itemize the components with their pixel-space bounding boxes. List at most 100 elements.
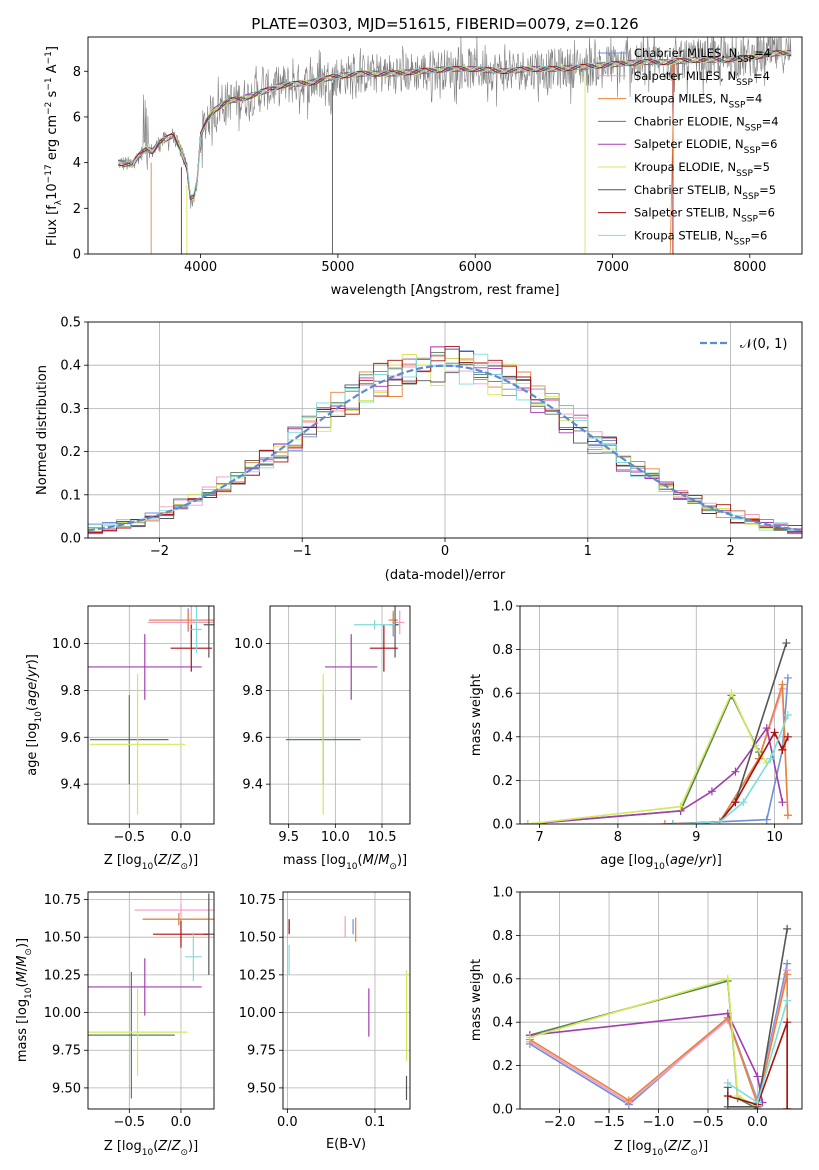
x-axis-label: age [log10(age/yr)] xyxy=(600,853,722,872)
axes-age-vs-mass: 9.5 10.0 10.5 9.4 9.6 9.8 10.0 mass [log10(M/M⊙… xyxy=(234,605,411,872)
legend-entry-SalpeterMILES: Salpeter MILES, NSSP=4 xyxy=(634,69,770,88)
weight-point-KroupaMILES xyxy=(660,820,669,824)
plot-area-residuals xyxy=(88,322,802,538)
y-tick-label: 10.00 xyxy=(44,1006,81,1021)
y-tick-label: 2 xyxy=(73,202,81,217)
axes-frame xyxy=(519,891,803,1110)
weight-point-ChabrierSTELIB xyxy=(782,639,791,648)
x-tick-label: 10 xyxy=(766,830,783,845)
y-tick-label: 0.4 xyxy=(492,1016,513,1031)
plot-area-spectrum xyxy=(117,37,792,254)
y-axis-label: Flux [fλ10−17 erg cm−2 s−1 A−1] xyxy=(44,46,64,246)
y-tick-label: 0.6 xyxy=(492,972,513,987)
weight-point-SalpeterSTELIB xyxy=(723,1091,732,1100)
x-tick-label: 6000 xyxy=(459,260,492,275)
weight-point-KroupaSTELIB xyxy=(668,820,677,824)
legend-entry-KroupaMILES: Kroupa MILES, NSSP=4 xyxy=(634,92,762,111)
weight-line-ChabrierSTELIB xyxy=(672,642,788,824)
weight-point-KroupaMILES xyxy=(783,811,792,820)
x-tick-label: −0.5 xyxy=(692,1115,724,1130)
y-tick-label: 4 xyxy=(73,156,81,171)
y-tick-label: 10.50 xyxy=(44,931,81,946)
x-axis-label: Z [log10(Z/Z⊙)] xyxy=(104,853,198,872)
masked-line xyxy=(669,64,675,254)
x-tick-label: 5000 xyxy=(321,260,354,275)
y-tick-label: 9.6 xyxy=(242,731,263,746)
x-axis-label: Z [log10(Z/Z⊙)] xyxy=(614,1139,708,1158)
y-axis-label: Normed distribution xyxy=(35,365,50,495)
y-tick-label: 10.25 xyxy=(239,968,276,983)
legend-entry-ChabrierMILES: Chabrier MILES, NSSP=4 xyxy=(634,46,771,65)
weight-point-KroupaELODIE xyxy=(523,820,532,824)
y-tick-label: 0.2 xyxy=(492,774,513,789)
weight-point-KroupaSTELIB xyxy=(783,711,792,719)
y-axis-label: mass [log10(M/M⊙)] xyxy=(15,938,34,1062)
model-spectrum-KroupaSTELIB xyxy=(118,51,792,196)
y-tick-label: 9.6 xyxy=(60,731,81,746)
axes-spectrum: 4000 5000 6000 7000 8000 0 2 4 6 8 Chabrier MILES,… xyxy=(44,36,803,298)
axes-frame xyxy=(87,605,215,825)
x-tick-label: 2 xyxy=(726,544,734,559)
y-tick-label: 9.75 xyxy=(247,1044,276,1059)
x-axis-label: E(B-V) xyxy=(326,1137,366,1152)
weight-point-SalpeterSTELIB xyxy=(770,728,779,737)
axes-frame xyxy=(519,605,803,825)
weight-point-ChabrierMILES xyxy=(762,815,771,824)
observed-spectrum xyxy=(118,37,792,209)
plot-area-age-vs-mass xyxy=(270,606,410,824)
axes-frame xyxy=(282,891,411,1110)
x-axis-label: mass [log10(M/M⊙)] xyxy=(283,853,407,872)
x-tick-label: 10.0 xyxy=(321,830,350,845)
y-tick-label: 1.0 xyxy=(492,886,513,901)
weight-point-KroupaELODIE xyxy=(723,974,732,983)
axes-frame xyxy=(87,36,803,255)
axes-mass-vs-EBV: 0.0 0.1 9.50 9.75 10.00 10.25 10.50 10.75 E(B-V) xyxy=(239,891,411,1152)
weight-point-ChabrierSTELIB xyxy=(723,1102,732,1109)
y-tick-label: 0.8 xyxy=(492,643,513,658)
weight-point-SalpeterELODIE xyxy=(707,787,716,796)
y-tick-label: 0.1 xyxy=(60,488,81,503)
legend-entry-ChabrierELODIE: Chabrier ELODIE, NSSP=4 xyxy=(634,114,779,133)
axes-weight-vs-age: 7 8 9 10 0.0 0.2 0.4 0.6 0.8 1.0 age [log10(age/yr… xyxy=(469,600,803,872)
plot-area-mass-vs-EBV xyxy=(283,892,410,1109)
weight-point-SalpeterSTELIB xyxy=(783,1018,792,1027)
y-tick-label: 0 xyxy=(73,248,81,263)
axes-frame xyxy=(87,891,215,1110)
x-axis-label: Z [log10(Z/Z⊙)] xyxy=(104,1139,198,1158)
histogram-SalpeterSTELIB xyxy=(88,346,802,534)
x-tick-label: 0 xyxy=(441,544,449,559)
weight-point-KroupaMILES xyxy=(778,680,787,689)
x-tick-label: −2.0 xyxy=(544,1115,576,1130)
plot-area-mass-vs-Z xyxy=(88,892,214,1109)
model-spectrum-KroupaELODIE xyxy=(117,49,792,201)
y-tick-label: 9.4 xyxy=(60,778,81,793)
weight-point-KroupaSTELIB xyxy=(783,996,792,1005)
x-tick-label: −1.5 xyxy=(593,1115,625,1130)
axes-frame xyxy=(87,321,803,539)
weight-line-SalpeterSTELIB xyxy=(727,1021,788,1109)
y-tick-label: 0.0 xyxy=(60,532,81,547)
spectrum-legend: Chabrier MILES, NSSP=4 Salpeter MILES, NS… xyxy=(598,46,779,247)
x-tick-label: 9 xyxy=(692,830,700,845)
x-axis-label: (data-model)/error xyxy=(385,568,506,583)
y-tick-label: 9.50 xyxy=(247,1081,276,1096)
legend-entry-normal: 𝒩(0, 1) xyxy=(740,337,787,352)
y-tick-label: 10.0 xyxy=(234,637,263,652)
weight-point-SalpeterELODIE xyxy=(753,1072,762,1081)
x-tick-label: 0.1 xyxy=(365,1115,386,1130)
weight-point-SalpeterELODIE xyxy=(762,724,771,733)
y-axis-label: mass weight xyxy=(469,674,484,756)
y-tick-label: 9.75 xyxy=(52,1044,81,1059)
x-tick-label: 4000 xyxy=(184,260,217,275)
y-tick-label: 10.25 xyxy=(44,968,81,983)
legend-entry-KroupaSTELIB: Kroupa STELIB, NSSP=6 xyxy=(634,228,767,247)
weight-point-SalpeterELODIE xyxy=(731,767,740,776)
x-tick-label: 7000 xyxy=(596,260,629,275)
weight-point-KroupaELODIE xyxy=(727,689,736,698)
x-axis-label: wavelength [Angstrom, rest frame] xyxy=(331,283,560,298)
weight-point-KroupaMILES xyxy=(783,970,792,979)
x-tick-label: 10.5 xyxy=(368,830,397,845)
y-tick-label: 9.8 xyxy=(242,684,263,699)
model-spectrum-SalpeterSTELIB xyxy=(118,50,792,199)
